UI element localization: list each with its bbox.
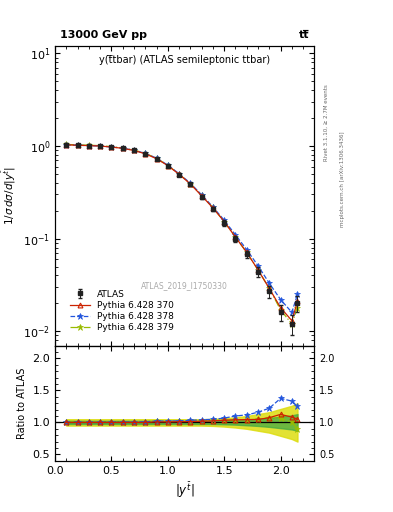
Pythia 6.428 370 <box>177 171 182 177</box>
Pythia 6.428 379 <box>267 285 272 291</box>
Pythia 6.428 378 <box>120 145 125 151</box>
Pythia 6.428 378 <box>98 143 103 149</box>
Pythia 6.428 378 <box>132 147 136 153</box>
Pythia 6.428 370 <box>75 142 80 148</box>
Pythia 6.428 370 <box>244 249 249 255</box>
Pythia 6.428 379 <box>290 321 294 327</box>
Y-axis label: Ratio to ATLAS: Ratio to ATLAS <box>17 368 27 439</box>
Pythia 6.428 378 <box>109 144 114 150</box>
Pythia 6.428 379 <box>132 147 136 153</box>
Pythia 6.428 378 <box>64 142 69 148</box>
Pythia 6.428 378 <box>290 309 294 315</box>
Pythia 6.428 370 <box>132 147 136 154</box>
Legend: ATLAS, Pythia 6.428 370, Pythia 6.428 378, Pythia 6.428 379: ATLAS, Pythia 6.428 370, Pythia 6.428 37… <box>67 287 177 335</box>
Text: ATLAS_2019_I1750330: ATLAS_2019_I1750330 <box>141 281 228 290</box>
Pythia 6.428 378 <box>165 162 170 168</box>
Pythia 6.428 370 <box>222 219 226 225</box>
Text: 13000 GeV pp: 13000 GeV pp <box>60 30 147 40</box>
Pythia 6.428 379 <box>295 305 300 311</box>
Pythia 6.428 370 <box>211 205 215 211</box>
Pythia 6.428 378 <box>256 263 261 269</box>
Pythia 6.428 378 <box>244 247 249 253</box>
Pythia 6.428 378 <box>75 142 80 148</box>
Pythia 6.428 379 <box>211 204 215 210</box>
Pythia 6.428 379 <box>199 193 204 199</box>
Pythia 6.428 379 <box>154 155 159 161</box>
Text: tt̅: tt̅ <box>299 30 309 40</box>
Pythia 6.428 379 <box>120 145 125 151</box>
Pythia 6.428 379 <box>233 234 238 240</box>
Pythia 6.428 379 <box>256 267 261 273</box>
Pythia 6.428 370 <box>143 151 148 157</box>
Text: mcplots.cern.ch [arXiv:1306.3436]: mcplots.cern.ch [arXiv:1306.3436] <box>340 132 345 227</box>
Text: Rivet 3.1.10, ≥ 2.7M events: Rivet 3.1.10, ≥ 2.7M events <box>324 84 329 161</box>
Pythia 6.428 379 <box>98 142 103 148</box>
Pythia 6.428 379 <box>188 181 193 187</box>
Pythia 6.428 370 <box>290 317 294 324</box>
Pythia 6.428 378 <box>295 291 300 297</box>
Pythia 6.428 370 <box>165 162 170 168</box>
Pythia 6.428 378 <box>86 142 91 148</box>
Pythia 6.428 370 <box>256 267 261 273</box>
Pythia 6.428 379 <box>177 171 182 177</box>
Pythia 6.428 379 <box>278 307 283 313</box>
Pythia 6.428 370 <box>188 181 193 187</box>
Pythia 6.428 370 <box>267 285 272 291</box>
Pythia 6.428 378 <box>188 180 193 186</box>
Pythia 6.428 378 <box>267 280 272 286</box>
Pythia 6.428 370 <box>109 144 114 150</box>
Pythia 6.428 378 <box>211 204 215 210</box>
Pythia 6.428 370 <box>120 145 125 152</box>
Pythia 6.428 378 <box>154 155 159 161</box>
Pythia 6.428 370 <box>98 143 103 149</box>
Pythia 6.428 378 <box>177 170 182 177</box>
Pythia 6.428 378 <box>143 151 148 157</box>
X-axis label: $|y^{\bar{t}}|$: $|y^{\bar{t}}|$ <box>175 481 195 501</box>
Line: Pythia 6.428 379: Pythia 6.428 379 <box>63 141 301 327</box>
Pythia 6.428 370 <box>86 142 91 148</box>
Pythia 6.428 378 <box>199 192 204 198</box>
Pythia 6.428 370 <box>64 142 69 148</box>
Pythia 6.428 379 <box>64 141 69 147</box>
Pythia 6.428 370 <box>199 193 204 199</box>
Text: y(t̅tbar) (ATLAS semileptonic ttbar): y(t̅tbar) (ATLAS semileptonic ttbar) <box>99 55 270 65</box>
Pythia 6.428 370 <box>278 305 283 311</box>
Pythia 6.428 379 <box>109 143 114 150</box>
Pythia 6.428 379 <box>222 219 226 225</box>
Pythia 6.428 379 <box>86 142 91 148</box>
Pythia 6.428 379 <box>244 249 249 255</box>
Y-axis label: $1/\sigma\,d\sigma/d|y^{\bar{t}}|$: $1/\sigma\,d\sigma/d|y^{\bar{t}}|$ <box>0 166 18 225</box>
Pythia 6.428 370 <box>233 234 238 240</box>
Pythia 6.428 370 <box>295 298 300 305</box>
Pythia 6.428 378 <box>278 296 283 303</box>
Line: Pythia 6.428 370: Pythia 6.428 370 <box>64 142 300 323</box>
Pythia 6.428 370 <box>154 156 159 162</box>
Pythia 6.428 378 <box>233 232 238 238</box>
Pythia 6.428 379 <box>165 162 170 168</box>
Pythia 6.428 378 <box>222 217 226 223</box>
Pythia 6.428 379 <box>75 142 80 148</box>
Line: Pythia 6.428 378: Pythia 6.428 378 <box>63 142 301 315</box>
Pythia 6.428 379 <box>143 150 148 156</box>
